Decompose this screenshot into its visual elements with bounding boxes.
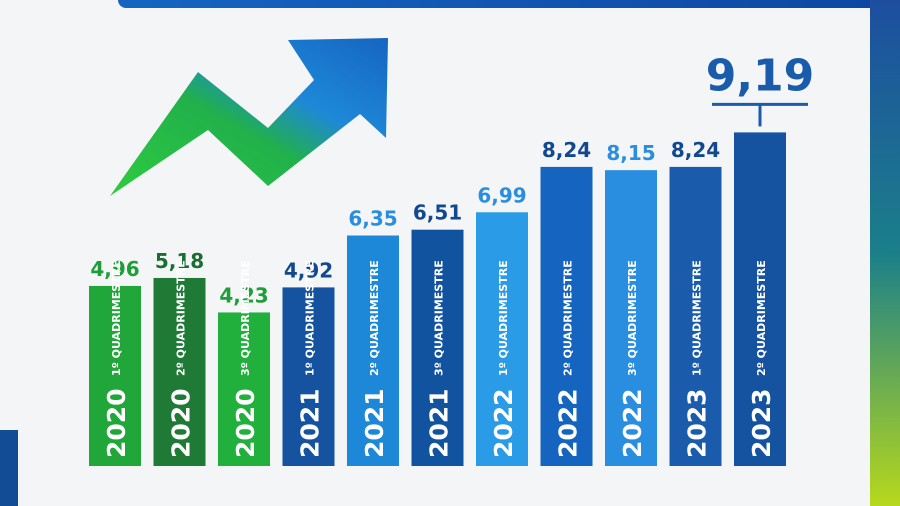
period-label: 2º QUADRIMESTRE [175, 260, 188, 376]
period-label: 3º QUADRIMESTRE [433, 260, 446, 376]
data-label: 6,99 [477, 183, 526, 207]
period-label: 2º QUADRIMESTRE [368, 260, 381, 376]
year-label: 2022 [618, 388, 647, 458]
period-label: 1º QUADRIMESTRE [497, 260, 510, 376]
data-label: 9,19 [706, 50, 815, 101]
top-accent-bar [118, 0, 900, 8]
bar [282, 287, 335, 466]
trend-arrow-icon [110, 38, 388, 196]
period-label: 3º QUADRIMESTRE [239, 260, 252, 376]
bar [669, 166, 722, 466]
data-label: 4,23 [219, 283, 268, 307]
data-label: 6,51 [413, 201, 462, 225]
year-label: 2021 [296, 388, 325, 458]
bar [411, 229, 464, 466]
bar [605, 170, 657, 466]
bar [734, 132, 786, 466]
data-label: 5,18 [155, 249, 204, 273]
bar [89, 285, 141, 466]
year-label: 2020 [231, 388, 260, 458]
data-label: 6,35 [348, 206, 397, 230]
year-label: 2023 [747, 388, 776, 458]
bar [540, 166, 593, 466]
left-accent-block [0, 430, 18, 506]
period-label: 2º QUADRIMESTRE [755, 260, 768, 376]
year-label: 2022 [489, 388, 518, 458]
year-label: 2022 [554, 388, 583, 458]
bar [153, 277, 206, 466]
year-label: 2021 [425, 388, 454, 458]
bar [347, 235, 399, 466]
data-label: 8,24 [542, 138, 591, 162]
period-label: 1º QUADRIMESTRE [304, 260, 317, 376]
right-gradient-strip [870, 0, 900, 506]
bar [476, 212, 528, 466]
data-label: 4,96 [90, 257, 139, 281]
year-label: 2020 [167, 388, 196, 458]
year-label: 2020 [102, 388, 131, 458]
period-label: 3º QUADRIMESTRE [626, 260, 639, 376]
period-label: 1º QUADRIMESTRE [691, 260, 704, 376]
period-label: 1º QUADRIMESTRE [110, 260, 123, 376]
year-label: 2021 [360, 388, 389, 458]
data-label: 8,15 [606, 141, 655, 165]
data-label: 8,24 [671, 138, 720, 162]
year-label: 2023 [683, 388, 712, 458]
bar [218, 312, 270, 466]
period-label: 2º QUADRIMESTRE [562, 260, 575, 376]
data-label: 4,92 [284, 258, 333, 282]
